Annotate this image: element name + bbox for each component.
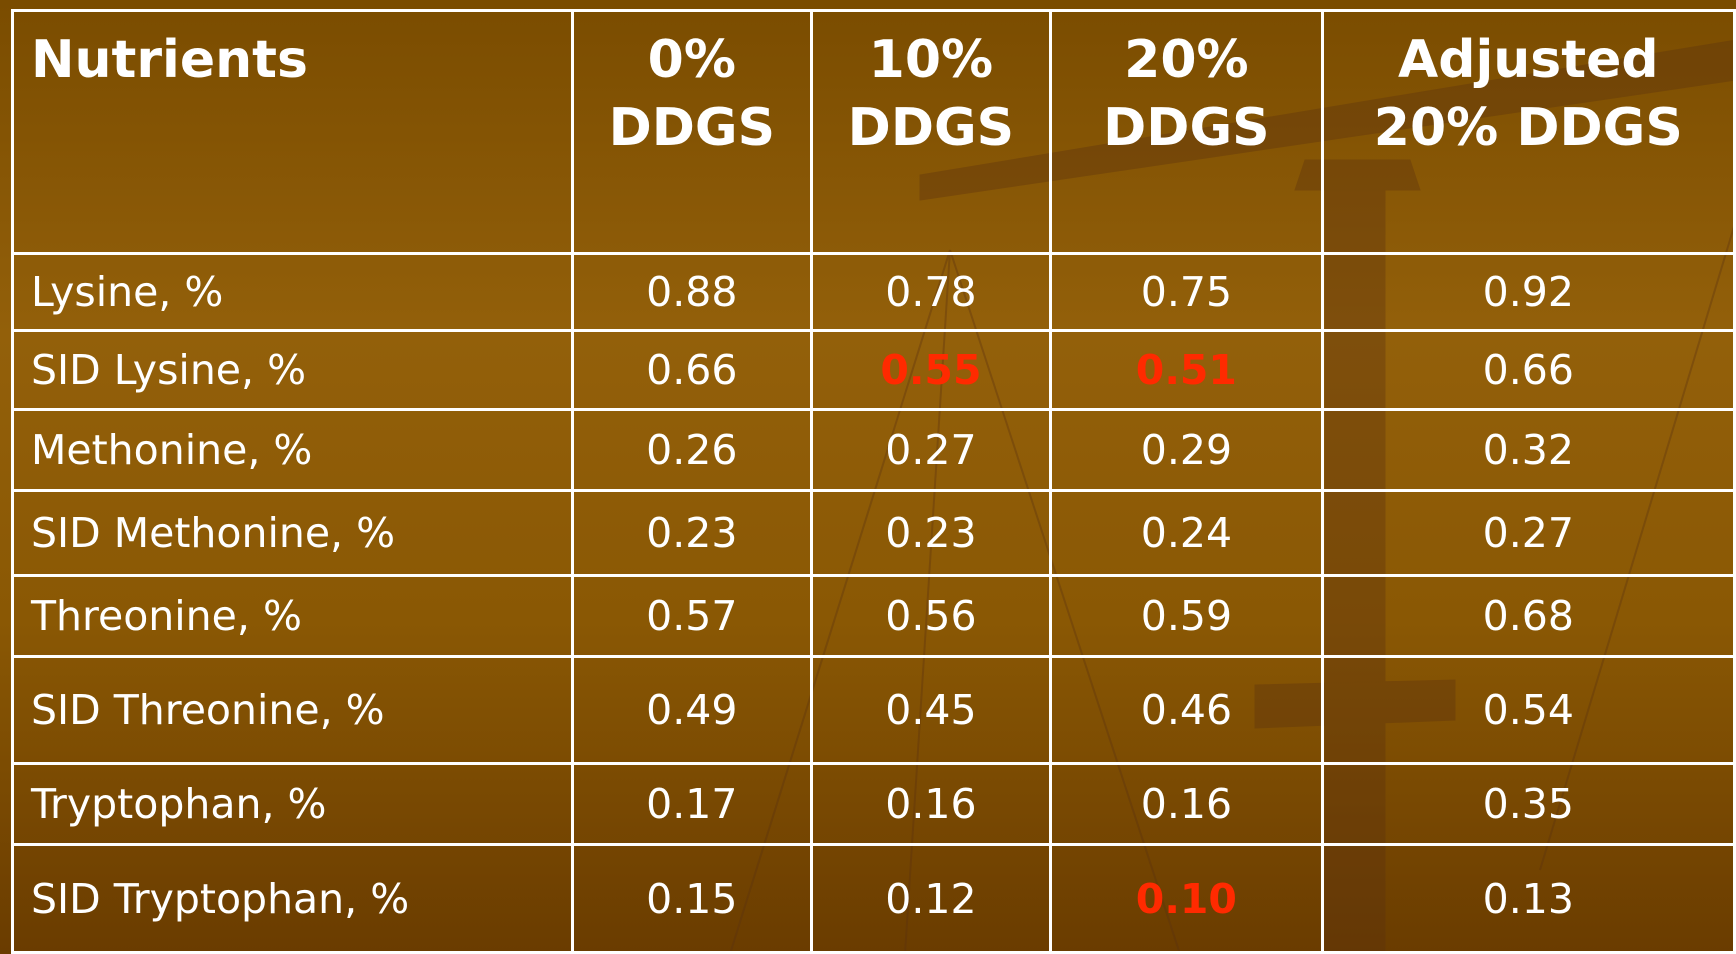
row-label: Methonine, % [10,408,575,492]
row-label: SID Tryptophan, % [10,843,575,954]
value-cell: 0.13 [1320,843,1736,954]
value-cell: 0.75 [1049,252,1324,332]
value-cell: 0.27 [1320,489,1736,577]
value-cell: 0.24 [1049,489,1324,577]
value-cell: 0.59 [1049,574,1324,658]
data-row: SID Tryptophan, % 0.15 0.12 0.10 0.13 [10,843,1736,954]
value-cell: 0.92 [1320,252,1736,332]
data-row: SID Threonine, % 0.49 0.45 0.46 0.54 [10,655,1736,765]
header-cell: 20% DDGS [1049,9,1324,255]
row-label: SID Lysine, % [10,329,575,411]
value-cell: 0.27 [809,408,1053,492]
value-cell: 0.88 [571,252,813,332]
value-cell: 0.66 [571,329,813,411]
row-label: SID Threonine, % [10,655,575,765]
value-cell: 0.29 [1049,408,1324,492]
value-cell: 0.49 [571,655,813,765]
header-line: Adjusted [1397,30,1659,90]
header-cell: 10% DDGS [809,9,1053,255]
row-label: Lysine, % [10,252,575,332]
data-row: SID Lysine, % 0.66 0.55 0.51 0.66 [10,329,1736,411]
data-row: Threonine, % 0.57 0.56 0.59 0.68 [10,574,1736,658]
value-cell: 0.15 [571,843,813,954]
value-cell: 0.46 [1049,655,1324,765]
value-cell: 0.54 [1320,655,1736,765]
data-row: SID Methonine, % 0.23 0.23 0.24 0.27 [10,489,1736,577]
value-cell: 0.16 [1049,762,1324,846]
value-cell: 0.26 [571,408,813,492]
value-cell: 0.45 [809,655,1053,765]
value-cell: 0.57 [571,574,813,658]
row-label: Threonine, % [10,574,575,658]
value-cell: 0.23 [571,489,813,577]
header-line: DDGS [1103,98,1270,158]
data-row: Tryptophan, % 0.17 0.16 0.16 0.35 [10,762,1736,846]
value-cell: 0.10 [1049,843,1324,954]
value-cell: 0.23 [809,489,1053,577]
data-row: Methonine, % 0.26 0.27 0.29 0.32 [10,408,1736,492]
data-row: Lysine, % 0.88 0.78 0.75 0.92 [10,252,1736,332]
header-line: Nutrients [31,30,308,90]
header-line: 0% [647,30,736,90]
value-cell: 0.68 [1320,574,1736,658]
header-row: Nutrients 0% DDGS 10% DDGS 20% DDGS Adjusted 20%… [10,9,1736,255]
header-line: DDGS [847,98,1015,158]
row-label: Tryptophan, % [10,762,575,846]
value-cell: 0.17 [571,762,813,846]
header-cell: Nutrients [10,9,575,255]
row-label: SID Methonine, % [10,489,575,577]
nutrient-table: Nutrients 0% DDGS 10% DDGS 20% DDGS Adjusted 20%… [10,9,1736,954]
header-line: 20% [1124,30,1249,90]
header-cell: 0% DDGS [571,9,813,255]
header-line: DDGS [608,98,776,158]
value-cell: 0.66 [1320,329,1736,411]
value-cell: 0.35 [1320,762,1736,846]
header-line: 10% [868,30,994,90]
value-cell: 0.56 [809,574,1053,658]
value-cell: 0.16 [809,762,1053,846]
value-cell: 0.32 [1320,408,1736,492]
header-line: 20% DDGS [1373,98,1683,158]
value-cell: 0.78 [809,252,1053,332]
header-cell: Adjusted 20% DDGS [1320,9,1736,255]
value-cell: 0.55 [809,329,1053,411]
value-cell: 0.12 [809,843,1053,954]
value-cell: 0.51 [1049,329,1324,411]
